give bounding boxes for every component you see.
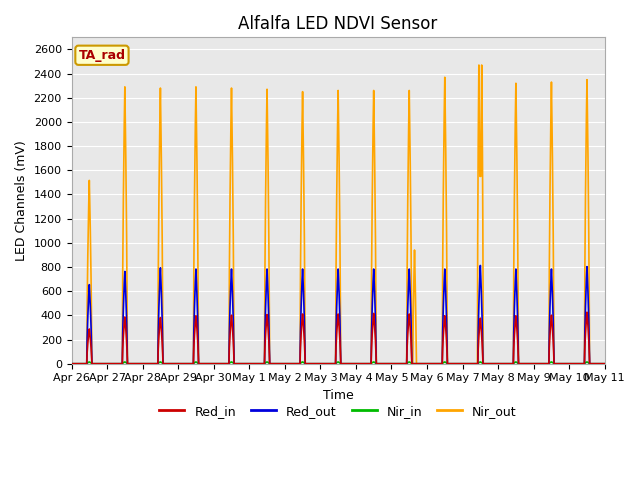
Nir_out: [599, 361, 607, 367]
Red_out: [268, 361, 275, 367]
Red_in: [583, 309, 591, 315]
Legend: Red_in, Red_out, Nir_in, Nir_out: Red_in, Red_out, Nir_in, Nir_out: [154, 400, 522, 423]
Nir_in: [86, 359, 93, 365]
Nir_out: [412, 295, 419, 300]
Nir_in: [176, 361, 184, 367]
Red_in: [68, 361, 76, 367]
Nir_out: [182, 361, 189, 367]
Red_in: [599, 361, 607, 367]
X-axis label: Time: Time: [323, 389, 353, 402]
Nir_out: [475, 62, 483, 68]
Red_in: [412, 361, 419, 367]
Line: Nir_out: Nir_out: [72, 65, 605, 364]
Line: Red_in: Red_in: [72, 312, 605, 364]
Nir_out: [601, 361, 609, 367]
Red_out: [477, 263, 484, 268]
Text: TA_rad: TA_rad: [79, 49, 125, 62]
Red_out: [176, 361, 184, 367]
Y-axis label: LED Channels (mV): LED Channels (mV): [15, 140, 28, 261]
Line: Nir_in: Nir_in: [72, 362, 605, 364]
Red_in: [182, 361, 189, 367]
Red_out: [599, 361, 607, 367]
Nir_in: [68, 361, 76, 367]
Red_in: [601, 361, 609, 367]
Nir_in: [488, 361, 495, 367]
Nir_out: [268, 361, 275, 367]
Title: Alfalfa LED NDVI Sensor: Alfalfa LED NDVI Sensor: [239, 15, 438, 33]
Red_out: [68, 361, 76, 367]
Red_out: [488, 361, 495, 367]
Nir_in: [599, 361, 607, 367]
Nir_in: [182, 361, 189, 367]
Line: Red_out: Red_out: [72, 265, 605, 364]
Nir_out: [68, 361, 76, 367]
Nir_in: [601, 361, 609, 367]
Nir_in: [268, 361, 275, 367]
Nir_out: [488, 361, 495, 367]
Red_in: [488, 361, 495, 367]
Nir_out: [176, 361, 184, 367]
Red_out: [601, 361, 609, 367]
Nir_in: [412, 361, 419, 367]
Red_out: [182, 361, 189, 367]
Red_in: [268, 361, 275, 367]
Red_out: [412, 361, 419, 367]
Red_in: [176, 361, 184, 367]
